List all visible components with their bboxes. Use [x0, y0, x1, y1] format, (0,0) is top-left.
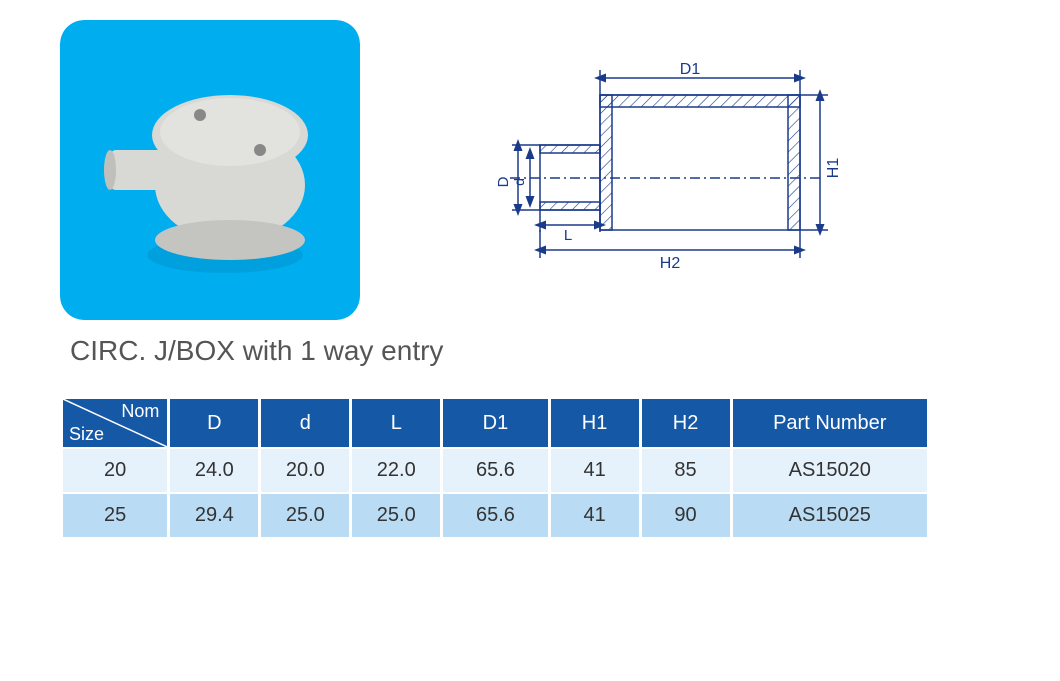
svg-text:H2: H2 — [660, 255, 681, 272]
table-cell: AS15020 — [733, 449, 927, 492]
header-d1: D1 — [443, 399, 547, 447]
header-size-label: Size — [69, 424, 104, 445]
product-title: CIRC. J/BOX with 1 way entry — [70, 335, 1000, 367]
table-cell: 41 — [551, 494, 639, 537]
header-part-number: Part Number — [733, 399, 927, 447]
table-cell: 24.0 — [170, 449, 258, 492]
table-cell: 85 — [642, 449, 730, 492]
product-photo — [60, 20, 360, 320]
table-cell: 25.0 — [261, 494, 349, 537]
header-h1: H1 — [551, 399, 639, 447]
technical-diagram: D1 H1 H2 L D — [450, 60, 850, 280]
table-cell: 25 — [63, 494, 167, 537]
table-cell: 29.4 — [170, 494, 258, 537]
svg-text:D: D — [495, 176, 512, 187]
header-h2: H2 — [642, 399, 730, 447]
header-nom-label: Nom — [121, 401, 159, 422]
table-row: 2529.425.025.065.64190AS15025 — [63, 494, 927, 537]
svg-text:H1: H1 — [825, 158, 842, 179]
header-d: d — [261, 399, 349, 447]
table-cell: 41 — [551, 449, 639, 492]
table-cell: 22.0 — [352, 449, 440, 492]
table-cell: 25.0 — [352, 494, 440, 537]
table-cell: 20.0 — [261, 449, 349, 492]
svg-text:D1: D1 — [680, 61, 701, 78]
svg-text:L: L — [564, 227, 572, 244]
header-l: L — [352, 399, 440, 447]
product-photo-panel — [60, 20, 360, 320]
top-row: D1 H1 H2 L D — [60, 20, 1000, 320]
table-row: 2024.020.022.065.64185AS15020 — [63, 449, 927, 492]
spec-table: Nom SizeDdLD1H1H2Part Number2024.020.022… — [60, 397, 930, 539]
table-cell: AS15025 — [733, 494, 927, 537]
table-cell: 90 — [642, 494, 730, 537]
svg-text:d: d — [511, 178, 527, 186]
header-nom-size: Nom Size — [63, 399, 167, 447]
table-cell: 65.6 — [443, 449, 547, 492]
header-d: D — [170, 399, 258, 447]
table-cell: 65.6 — [443, 494, 547, 537]
table-cell: 20 — [63, 449, 167, 492]
